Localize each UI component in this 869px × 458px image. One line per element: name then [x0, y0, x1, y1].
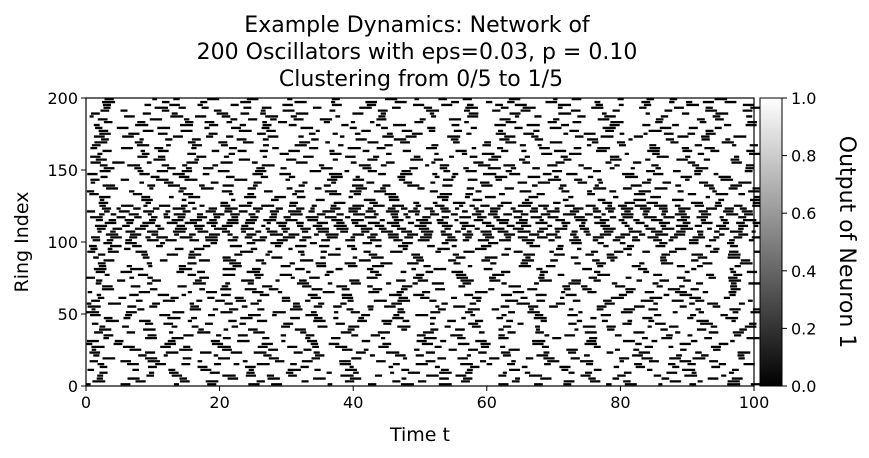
colorbar-ticks: 0.0 0.2 0.4 0.6 0.8 1.0: [782, 89, 816, 396]
x-tick-label: 80: [610, 393, 630, 412]
colorbar-tick-label: 0.8: [791, 147, 816, 166]
y-tick-label: 50: [58, 305, 78, 324]
x-tick-label: 60: [477, 393, 497, 412]
title-line-3: Clustering from 0/5 to 1/5: [279, 67, 563, 92]
colorbar: 0.0 0.2 0.4 0.6 0.8 1.0 Output of Neuron 1: [759, 89, 859, 396]
title-line-1: Example Dynamics: Network of: [244, 13, 591, 38]
x-axis-label: Time t: [389, 424, 450, 446]
colorbar-tick-label: 0.4: [791, 262, 816, 281]
colorbar-tick-label: 1.0: [791, 89, 816, 108]
colorbar-gradient: [759, 97, 783, 387]
y-tick-label: 100: [47, 233, 78, 252]
colorbar-tick-label: 0.6: [791, 204, 816, 223]
colorbar-label: Output of Neuron 1: [834, 136, 859, 349]
y-axis-label: Ring Index: [11, 192, 33, 293]
y-tick-label: 150: [47, 161, 78, 180]
x-axis-ticks: 0 20 40 60 80 100: [81, 386, 769, 412]
title-line-2: 200 Oscillators with eps=0.03, p = 0.10: [197, 40, 638, 65]
colorbar-tick-label: 0.0: [791, 377, 816, 396]
x-tick-label: 0: [81, 393, 91, 412]
y-tick-label: 0: [68, 377, 78, 396]
y-axis-ticks: 0 50 100 150 200: [47, 89, 86, 396]
colorbar-tick-label: 0.2: [791, 319, 816, 338]
y-tick-label: 200: [47, 89, 78, 108]
chart-title: Example Dynamics: Network of 200 Oscilla…: [197, 13, 638, 92]
x-tick-label: 40: [343, 393, 363, 412]
x-tick-label: 100: [739, 393, 770, 412]
heatmap-plot: [85, 97, 766, 387]
plot-background: [86, 98, 754, 386]
x-tick-label: 20: [209, 393, 229, 412]
